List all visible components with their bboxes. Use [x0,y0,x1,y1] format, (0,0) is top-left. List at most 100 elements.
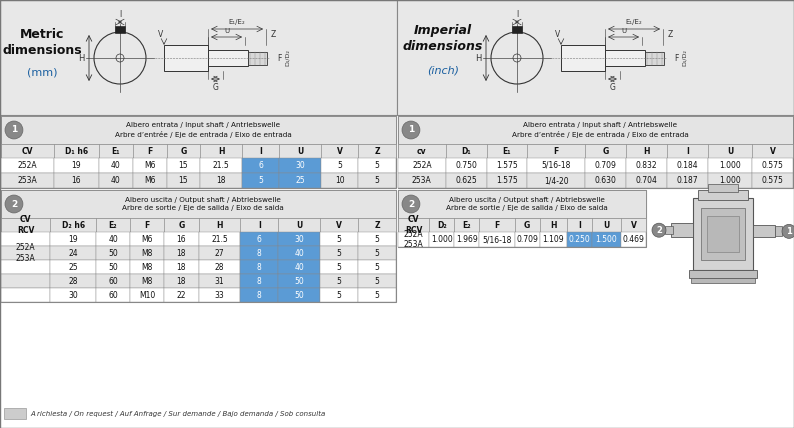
Bar [98,173,133,188]
Bar [398,190,646,247]
Bar [454,232,480,247]
Text: 28: 28 [68,276,78,285]
Bar [96,232,130,246]
Text: 0.187: 0.187 [676,176,698,185]
Bar [752,144,793,158]
Bar [130,218,164,232]
Bar [358,246,396,260]
Bar [515,232,540,247]
Text: Metric
dimensions: Metric dimensions [2,27,82,56]
Bar [50,246,96,260]
Bar [1,144,54,158]
Bar [708,173,752,188]
Text: D₁/D₂: D₁/D₂ [285,50,290,66]
Bar [164,45,208,71]
Text: (mm): (mm) [27,67,57,77]
Text: 15: 15 [179,176,188,185]
Text: G: G [213,83,218,92]
Bar [707,216,739,252]
Text: 16: 16 [176,235,187,244]
Bar [278,288,320,302]
Bar [398,116,793,188]
Bar [164,232,198,246]
Text: V: V [769,146,776,155]
Bar [278,274,320,288]
Bar [626,144,667,158]
Bar [133,173,167,188]
Text: G: G [180,146,187,155]
Bar [621,232,646,247]
Text: 0.709: 0.709 [595,161,617,170]
Text: Albero entrata / Input shaft / Antriebswelle
Arbre d’entrée / Eje de entrada / E: Albero entrata / Input shaft / Antriebsw… [114,122,291,138]
Bar [358,218,396,232]
Text: E₂: E₂ [109,220,118,229]
Text: 5: 5 [375,161,380,170]
Bar [167,158,200,173]
Bar [241,288,278,302]
Text: 50: 50 [295,291,304,300]
Text: U: U [224,28,229,34]
Text: 30: 30 [295,161,305,170]
Text: 18: 18 [176,276,186,285]
Bar [358,274,396,288]
Text: Albero uscita / Output shaft / Abtriebswelle
Arbre de sortie / Eje de salida / E: Albero uscita / Output shaft / Abtriebsw… [122,197,284,211]
Text: 0.704: 0.704 [636,176,657,185]
Bar [1,173,54,188]
Circle shape [402,195,420,213]
Bar [585,144,626,158]
Text: 25: 25 [68,262,78,271]
Text: 5: 5 [375,249,380,258]
Bar [50,288,96,302]
Bar [321,158,358,173]
Text: 40: 40 [295,249,304,258]
Bar [671,223,693,237]
Bar [130,246,164,260]
Bar [540,232,567,247]
Bar [198,274,241,288]
Bar [321,173,358,188]
Text: D₁/D₂: D₁/D₂ [682,50,687,66]
Bar [561,45,605,71]
Bar [50,218,96,232]
Bar [241,173,279,188]
Bar [398,190,646,218]
Bar [708,144,752,158]
Text: Z: Z [374,220,380,229]
Text: 60: 60 [108,291,118,300]
Text: D₂: D₂ [437,220,447,229]
Bar [279,173,321,188]
Text: 6: 6 [256,235,262,244]
Text: U: U [727,146,733,155]
Bar [167,144,200,158]
Text: E₂: E₂ [462,220,471,229]
Text: 5: 5 [375,262,380,271]
Text: 40: 40 [295,262,304,271]
Text: 5: 5 [258,176,263,185]
Bar [645,51,664,65]
Bar [527,144,585,158]
Bar [320,218,358,232]
Bar [512,26,522,33]
Text: 40: 40 [108,235,118,244]
Text: 2: 2 [408,199,414,208]
Bar [527,158,585,173]
Bar [752,158,793,173]
Text: V: V [555,30,561,39]
Bar [430,232,454,247]
Bar [198,260,241,274]
Text: G: G [603,146,609,155]
Text: 253A: 253A [17,176,37,185]
Text: A richiesta / On request / Auf Anfrage / Sur demande / Bajo demanda / Sob consul: A richiesta / On request / Auf Anfrage /… [30,411,326,417]
Bar [567,232,592,247]
Text: 18: 18 [176,249,186,258]
Text: 1.109: 1.109 [542,235,564,244]
Bar [241,246,278,260]
Bar [54,144,98,158]
Text: 6: 6 [258,161,263,170]
Text: H: H [218,146,225,155]
Text: 5: 5 [337,262,341,271]
Text: M8: M8 [141,249,153,258]
Text: E₁/E₂: E₁/E₂ [626,19,642,25]
Bar [1,246,50,260]
Text: 5/16-18: 5/16-18 [542,161,571,170]
